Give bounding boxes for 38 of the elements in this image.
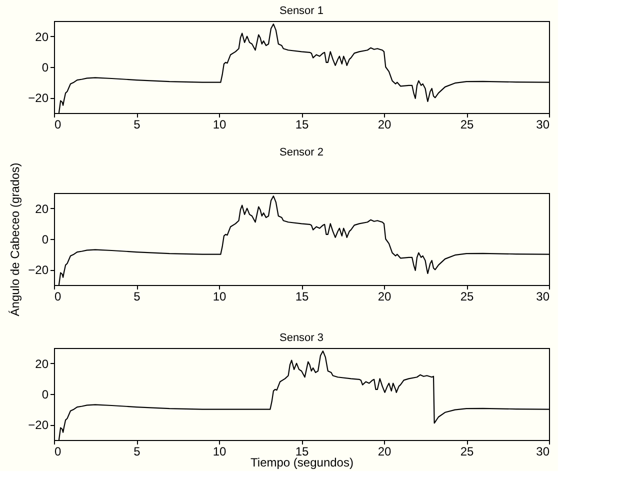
- y-tick-label: −20: [28, 263, 49, 278]
- x-tick-label: 10: [212, 118, 226, 132]
- chart-title: Sensor 3: [279, 332, 324, 344]
- x-tick-label: 15: [295, 118, 309, 132]
- x-tick-label: 5: [134, 290, 141, 304]
- x-tick-label: 20: [378, 290, 392, 304]
- x-tick-label: 5: [134, 118, 141, 132]
- y-tick-label: 0: [42, 388, 49, 402]
- x-tick-label: 0: [54, 290, 62, 304]
- x-tick-label: 30: [536, 290, 550, 304]
- y-tick-label: 20: [35, 356, 49, 371]
- y-tick-label: 0: [42, 232, 49, 246]
- line-series: [58, 196, 549, 285]
- x-tick-label: 25: [460, 290, 474, 304]
- y-tick-label: 20: [35, 202, 49, 216]
- y-tick-label: −20: [28, 418, 49, 432]
- x-tick-label: 10: [212, 290, 226, 304]
- x-tick-label: 0: [54, 444, 62, 458]
- chart-title: Sensor 2: [279, 146, 324, 158]
- x-tick-label: 5: [134, 444, 141, 458]
- chart-title: Sensor 1: [279, 5, 324, 17]
- x-tick-label: 0: [54, 118, 62, 132]
- x-tick-label: 15: [295, 290, 309, 304]
- x-tick-label: 20: [378, 118, 392, 132]
- y-axis-title: Ángulo de Cabeceo (grados): [8, 162, 22, 316]
- x-tick-label: 25: [460, 118, 474, 132]
- x-tick-label: 15: [295, 444, 309, 458]
- line-series: [58, 24, 549, 113]
- line-series: [58, 350, 549, 440]
- x-axis-title: Tiempo (segundos): [250, 456, 354, 470]
- y-tick-label: −20: [28, 91, 49, 106]
- x-tick-label: 30: [536, 118, 550, 132]
- y-tick-label: 0: [42, 60, 49, 74]
- y-tick-label: 20: [35, 30, 49, 44]
- x-tick-label: 25: [460, 444, 474, 458]
- x-tick-label: 30: [536, 444, 550, 458]
- x-tick-label: 20: [378, 444, 392, 458]
- x-tick-label: 10: [212, 444, 226, 458]
